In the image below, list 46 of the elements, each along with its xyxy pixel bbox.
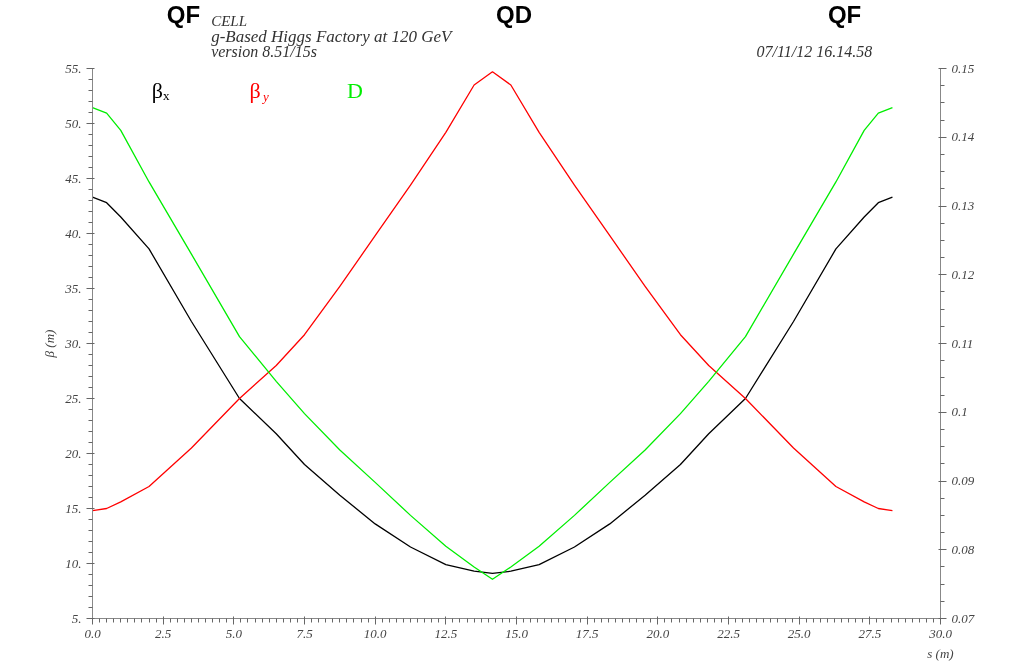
x-tick-label: 20.0 [646,625,670,641]
x-tick-label: 10.0 [363,625,388,641]
y-tick-label: 15. [65,500,82,516]
y2-tick-label: 0.14 [951,129,975,145]
y-tick-label: 20. [65,445,82,461]
y2-tick-label: 0.13 [951,198,975,213]
x-tick-label: 12.5 [434,625,458,641]
text: βₓ [151,77,171,103]
line-series [92,107,894,580]
text: QF [827,1,862,28]
text: QD [496,1,533,28]
y-tick-label: 40. [65,225,82,241]
x-tick-label: 2.5 [155,625,172,641]
text: QF [166,1,201,28]
x-tick-label: 5.0 [225,625,243,641]
x-tick-label: 0.0 [84,625,102,641]
text: D [346,77,363,103]
x-axis-title: s (m) [927,645,954,661]
x-tick-label: 15.0 [505,625,529,641]
y2-tick-label: 0.15 [951,60,975,76]
y-tick-label: 10. [65,555,82,571]
y2-tick-label: 0.11 [951,335,974,351]
y-axis-title: β (m) [42,329,58,359]
y-tick-label: 25. [65,390,82,406]
x-tick-label: 27.5 [858,625,882,641]
x-tick-label: 7.5 [296,625,314,641]
text: 07/11/12 16.14.58 [756,43,873,60]
y2-tick-label: 0.08 [951,541,975,557]
chart-title: CELL [211,12,247,29]
y-tick-label: 50. [65,115,82,131]
x-tick-label: 17.5 [575,625,600,641]
y-tick-label: 45. [65,170,82,186]
x-tick-label: 22.5 [717,625,741,641]
y-tick-label: 55. [65,60,82,76]
x-tick-label: 25.0 [787,625,812,641]
y2-tick-label: 0.1 [951,404,968,420]
x-tick-label: 30.0 [928,625,953,641]
y2-tick-label: 0.09 [951,473,975,488]
y-tick-label: 35. [64,280,82,296]
y2-tick-label: 0.12 [951,266,975,282]
y-tick-label: 5. [71,610,82,626]
line-series [92,71,894,512]
y2-tick-label: 0.07 [951,610,975,626]
y-tick-label: 30. [64,335,82,351]
line-series [92,196,894,575]
chart-subtitle: g-Based Higgs Factory at 120 GeV [211,27,455,46]
